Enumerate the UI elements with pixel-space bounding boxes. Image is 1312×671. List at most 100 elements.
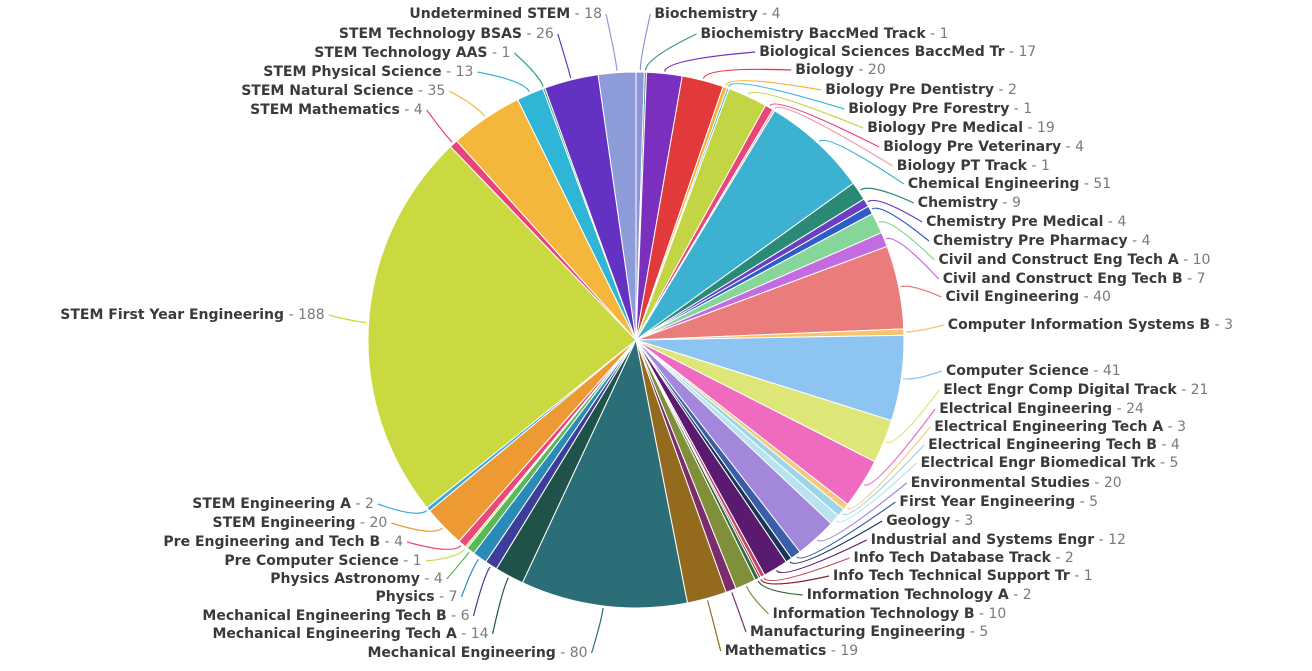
slice-label-biology: Biology - 20: [795, 62, 885, 78]
slice-label-electrical-engineering: Electrical Engineering - 24: [939, 401, 1144, 417]
slice-label-undetermined-stem: Undetermined STEM - 18: [409, 6, 602, 22]
leader-line-mathematics: [706, 600, 722, 652]
slice-label-stem-first-year-engineering: STEM First Year Engineering - 188: [60, 307, 324, 323]
slice-label-physics: Physics - 7: [376, 589, 458, 605]
leader-line-civil-engineering: [900, 285, 942, 298]
leader-lines: [328, 13, 944, 654]
slice-label-electrical-engr-biomedical-trk: Electrical Engr Biomedical Trk - 5: [921, 455, 1179, 471]
pie-slices: [367, 71, 905, 609]
slice-label-manufacturing-engineering: Manufacturing Engineering - 5: [750, 624, 988, 640]
leader-line-mechanical-engineering-tech-b: [472, 566, 491, 617]
leader-line-stem-mathematics: [426, 109, 453, 143]
leader-line-stem-engineering-a: [377, 503, 428, 514]
leader-line-biochemistry: [639, 13, 651, 71]
slice-label-environmental-studies: Environmental Studies - 20: [911, 475, 1122, 491]
slice-label-civil-and-construct-eng-tech-b: Civil and Construct Eng Tech B - 7: [943, 271, 1206, 287]
slice-label-biological-sciences-baccmed-tr: Biological Sciences BaccMed Tr - 17: [759, 44, 1036, 60]
slice-label-chemistry: Chemistry - 9: [918, 195, 1021, 211]
leader-line-stem-technology-aas: [513, 52, 544, 87]
slice-label-chemistry-pre-pharmacy: Chemistry Pre Pharmacy - 4: [933, 233, 1151, 249]
slice-label-stem-mathematics: STEM Mathematics - 4: [250, 102, 423, 118]
leader-line-biochemistry-baccmed-track: [645, 33, 697, 71]
slice-label-mechanical-engineering-tech-a: Mechanical Engineering Tech A - 14: [212, 626, 488, 642]
slice-label-stem-technology-aas: STEM Technology AAS - 1: [314, 45, 510, 61]
slice-label-mechanical-engineering: Mechanical Engineering - 80: [367, 645, 587, 661]
slice-label-civil-engineering: Civil Engineering - 40: [946, 289, 1111, 305]
leader-line-biological-sciences-baccmed-tr: [664, 51, 756, 72]
slice-label-pre-computer-science: Pre Computer Science - 1: [224, 553, 421, 569]
leader-line-mechanical-engineering-tech-a: [492, 577, 509, 635]
leader-line-electrical-engr-biomedical-trk: [835, 462, 918, 523]
slice-label-biology-pre-medical: Biology Pre Medical - 19: [867, 120, 1055, 136]
pie-slice-mechanical-engineering[interactable]: [521, 338, 689, 609]
leader-line-stem-engineering: [391, 522, 443, 532]
slice-label-industrial-and-systems-engr: Industrial and Systems Engr - 12: [871, 532, 1126, 548]
leader-line-elect-engr-comp-digital-track: [885, 389, 940, 444]
slice-label-elect-engr-comp-digital-track: Elect Engr Comp Digital Track - 21: [943, 382, 1208, 398]
leader-line-biology-pre-dentistry: [725, 80, 822, 91]
slice-label-biochemistry: Biochemistry - 4: [654, 6, 780, 22]
leader-line-biology-pre-forestry: [728, 83, 845, 110]
leader-line-first-year-engineering: [796, 501, 896, 559]
slice-label-chemical-engineering: Chemical Engineering - 51: [908, 176, 1111, 192]
slice-label-pre-engineering-and-tech-b: Pre Engineering and Tech B - 4: [163, 534, 403, 550]
leader-line-biology: [702, 68, 792, 79]
leader-line-pre-engineering-and-tech-b: [406, 541, 462, 550]
slice-label-info-tech-technical-support-tr: Info Tech Technical Support Tr - 1: [833, 568, 1093, 584]
leader-line-information-technology-b: [745, 586, 770, 615]
slice-label-stem-natural-science: STEM Natural Science - 35: [241, 83, 445, 99]
leader-line-mechanical-engineering: [591, 607, 604, 654]
pie-slice-undetermined-stem[interactable]: [597, 71, 637, 341]
slice-label-civil-and-construct-eng-tech-a: Civil and Construct Eng Tech A - 10: [939, 252, 1211, 268]
leader-line-environmental-studies: [817, 482, 908, 542]
leader-line-biology-pre-medical: [747, 91, 864, 129]
leader-line-civil-and-construct-eng-tech-a: [878, 221, 935, 261]
slice-label-physics-astronomy: Physics Astronomy - 4: [270, 571, 443, 587]
slice-label-mechanical-engineering-tech-b: Mechanical Engineering Tech B - 6: [202, 608, 469, 624]
slice-label-computer-information-systems-b: Computer Information Systems B - 3: [948, 317, 1233, 333]
leader-line-info-tech-technical-support-tr: [760, 575, 830, 585]
slice-label-biochemistry-baccmed-track: Biochemistry BaccMed Track - 1: [701, 26, 949, 42]
leader-line-civil-and-construct-eng-tech-b: [886, 237, 940, 280]
slice-label-first-year-engineering: First Year Engineering - 5: [899, 494, 1098, 510]
leader-line-chemistry-pre-pharmacy: [871, 207, 930, 242]
leader-line-computer-information-systems-b: [905, 324, 944, 333]
slice-label-stem-engineering-a: STEM Engineering A - 2: [192, 496, 374, 512]
leader-line-biology-pt-track: [774, 106, 894, 167]
leader-line-electrical-engineering-tech-a: [846, 426, 931, 510]
leader-line-electrical-engineering: [863, 408, 936, 486]
leader-line-geology: [789, 520, 883, 564]
leader-line-undetermined-stem: [605, 13, 618, 71]
slice-label-biology-pre-veterinary: Biology Pre Veterinary - 4: [883, 139, 1084, 155]
leader-line-manufacturing-engineering: [731, 592, 747, 633]
leader-line-physics: [460, 558, 479, 598]
leader-line-stem-physical-science: [477, 71, 530, 93]
slice-label-biology-pre-dentistry: Biology Pre Dentistry - 2: [825, 82, 1017, 98]
slice-label-computer-science: Computer Science - 41: [946, 363, 1121, 379]
leader-line-computer-science: [903, 370, 943, 380]
leader-line-electrical-engineering-tech-b: [842, 444, 925, 516]
slice-label-information-technology-a: Information Technology A - 2: [807, 587, 1032, 603]
slice-label-mathematics: Mathematics - 19: [725, 643, 858, 659]
slice-label-stem-engineering: STEM Engineering - 20: [213, 515, 388, 531]
leader-line-stem-natural-science: [449, 90, 486, 117]
leader-line-biology-pre-veterinary: [769, 103, 880, 148]
leader-line-industrial-and-systems-engr: [776, 539, 868, 574]
slice-label-biology-pre-forestry: Biology Pre Forestry - 1: [848, 101, 1032, 117]
slice-label-stem-physical-science: STEM Physical Science - 13: [263, 64, 473, 80]
slice-label-electrical-engineering-tech-a: Electrical Engineering Tech A - 3: [934, 419, 1186, 435]
leader-line-chemical-engineering: [818, 139, 905, 185]
leader-line-stem-technology-bsas: [557, 33, 572, 79]
slice-label-chemistry-pre-medical: Chemistry Pre Medical - 4: [926, 214, 1126, 230]
leader-line-chemistry: [860, 187, 915, 204]
pie-slice-stem-first-year-engineering[interactable]: [367, 145, 637, 509]
leader-line-physics-astronomy: [446, 551, 470, 580]
slice-label-information-technology-b: Information Technology B - 10: [773, 606, 1007, 622]
slice-label-geology: Geology - 3: [886, 513, 973, 529]
slice-label-stem-technology-bsas: STEM Technology BSAS - 26: [339, 26, 554, 42]
leader-line-information-technology-a: [757, 580, 803, 596]
slice-labels: Biochemistry - 4 Biochemistry BaccMed Tra…: [60, 6, 1233, 661]
slice-label-biology-pt-track: Biology PT Track - 1: [897, 158, 1050, 174]
leader-line-info-tech-database-track: [763, 557, 850, 582]
